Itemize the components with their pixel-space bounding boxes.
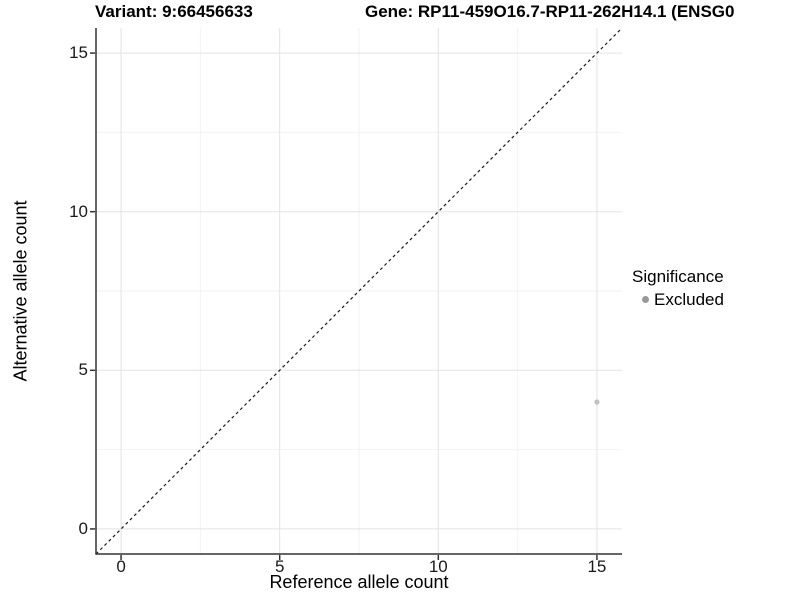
legend: Significance Excluded bbox=[632, 267, 724, 309]
y-tick-label: 0 bbox=[78, 518, 88, 538]
y-tick-label: 10 bbox=[69, 201, 88, 221]
x-tick-label: 10 bbox=[428, 557, 448, 576]
legend-key-dot bbox=[642, 296, 649, 303]
legend-title: Significance bbox=[632, 267, 724, 286]
legend-item-label: Excluded bbox=[654, 290, 724, 309]
y-tick-label: 15 bbox=[69, 43, 88, 63]
y-tick-label: 5 bbox=[78, 360, 88, 380]
plot-title-variant: Variant: 9:66456633 bbox=[95, 2, 253, 21]
legend-item-excluded: Excluded bbox=[632, 290, 724, 309]
x-axis-title: Reference allele count bbox=[269, 572, 449, 592]
x-tick-label: 5 bbox=[274, 557, 285, 576]
x-tick-label: 0 bbox=[116, 557, 126, 576]
plot-title-gene: Gene: RP11-459O16.7-RP11-262H14.1 (ENSG0 bbox=[365, 2, 735, 21]
data-point bbox=[594, 399, 600, 405]
x-tick-label: 15 bbox=[587, 557, 607, 576]
identity-line bbox=[95, 27, 623, 555]
y-axis-title: Alternative allele count bbox=[10, 200, 31, 382]
